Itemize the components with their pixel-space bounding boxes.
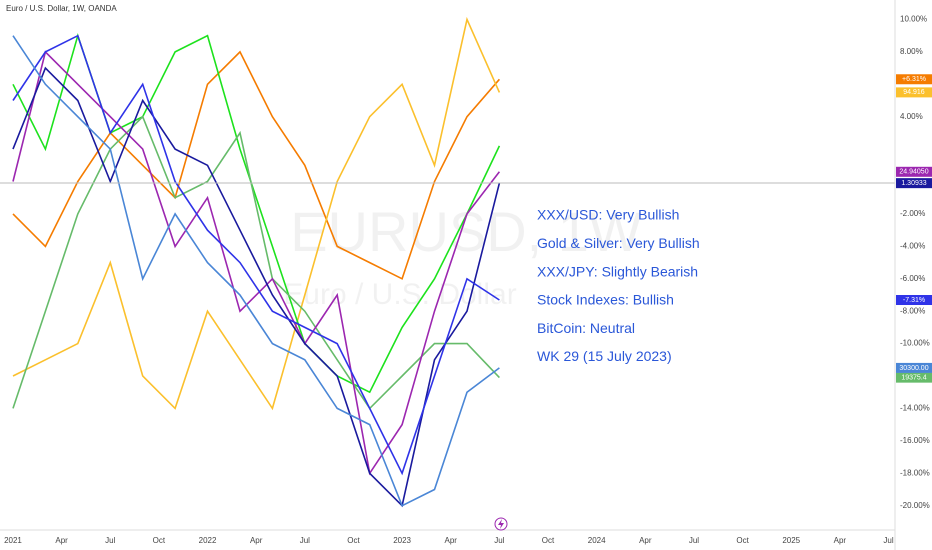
- price-label: 1.30933: [901, 180, 926, 187]
- x-tick-label: Apr: [639, 536, 652, 545]
- x-tick-label: Oct: [153, 536, 166, 545]
- annotation: Stock Indexes: Bullish: [537, 292, 674, 308]
- y-tick-label: -8.00%: [900, 306, 925, 315]
- x-tick-label: Apr: [250, 536, 263, 545]
- price-label: 94.916: [903, 89, 925, 96]
- y-tick-label: -16.00%: [900, 436, 930, 445]
- price-label-bg: [896, 166, 932, 177]
- series-line: [12, 50, 501, 476]
- price-label: -7.31%: [903, 297, 925, 304]
- y-tick-label: -20.00%: [900, 501, 930, 510]
- series-line: [12, 115, 500, 410]
- plot: [12, 16, 501, 508]
- y-tick-label: -6.00%: [900, 274, 925, 283]
- price-label-bg: [896, 74, 932, 85]
- price-label-bg: [896, 362, 932, 373]
- series-line: [12, 66, 501, 508]
- x-tick-label: Apr: [55, 536, 68, 545]
- x-tick-label: Jul: [494, 536, 504, 545]
- price-label: +6.31%: [902, 76, 926, 83]
- watermark: Euro / U.S. Dollar: [283, 278, 516, 311]
- price-label: 24.94050: [899, 169, 928, 176]
- price-label-bg: [896, 295, 932, 306]
- y-tick-label: -18.00%: [900, 468, 930, 477]
- price-label: 30300.00: [899, 365, 928, 372]
- x-tick-label: Jul: [689, 536, 699, 545]
- series-line: [12, 35, 500, 507]
- y-tick-label: 4.00%: [900, 112, 923, 121]
- replay-icon[interactable]: [494, 517, 508, 531]
- annotation: XXX/JPY: Slightly Bearish: [537, 263, 698, 279]
- y-tick-label: -2.00%: [900, 209, 925, 218]
- x-tick-label: Oct: [347, 536, 360, 545]
- series-line: [12, 16, 501, 411]
- x-tick-label: 2025: [782, 536, 800, 545]
- annotation: BitCoin: Neutral: [537, 320, 635, 336]
- x-tick-label: Jul: [883, 536, 893, 545]
- y-tick-label: 10.00%: [900, 15, 927, 24]
- x-tick-label: Oct: [736, 536, 749, 545]
- y-tick-label: -14.00%: [900, 404, 930, 413]
- y-tick-label: 8.00%: [900, 47, 923, 56]
- x-tick-label: Apr: [445, 536, 458, 545]
- annotation: WK 29 (15 July 2023): [537, 348, 672, 364]
- x-tick-label: Jul: [105, 536, 115, 545]
- x-tick-label: 2022: [199, 536, 217, 545]
- series-line: [12, 34, 500, 476]
- price-label-bg: [896, 372, 932, 383]
- annotation: XXX/USD: Very Bullish: [537, 207, 679, 223]
- x-tick-label: 2023: [393, 536, 411, 545]
- y-tick-label: -10.00%: [900, 339, 930, 348]
- price-label-bg: [896, 178, 932, 189]
- price-label: 19375.4: [901, 374, 926, 381]
- x-tick-label: Oct: [542, 536, 555, 545]
- x-tick-label: Jul: [300, 536, 310, 545]
- annotation: Gold & Silver: Very Bullish: [537, 235, 700, 251]
- x-tick-label: 2024: [588, 536, 606, 545]
- x-tick-label: Apr: [834, 536, 847, 545]
- y-tick-label: -4.00%: [900, 241, 925, 250]
- x-tick-label: 2021: [4, 536, 22, 545]
- price-label-bg: [896, 87, 932, 98]
- chart-title: Euro / U.S. Dollar, 1W, OANDA: [6, 4, 117, 13]
- series-line: [12, 50, 501, 280]
